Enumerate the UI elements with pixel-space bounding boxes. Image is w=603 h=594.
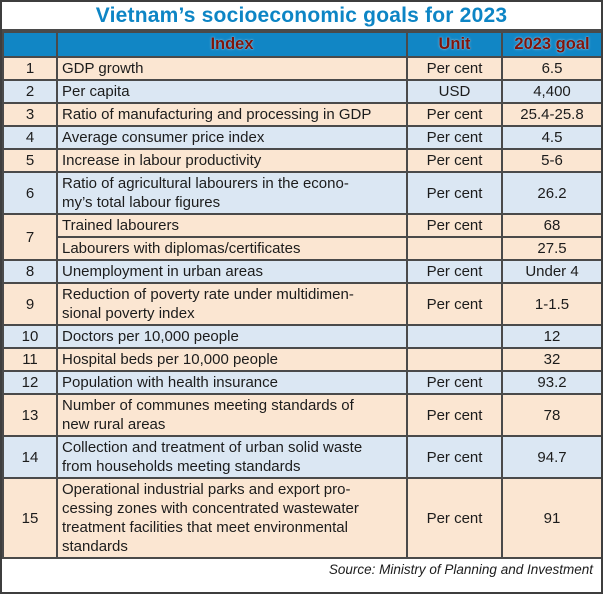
goal-cell: 94.7 bbox=[501, 435, 601, 479]
index-cell: Average consumer price index bbox=[56, 125, 408, 150]
row-number-cell: 14 bbox=[2, 435, 58, 479]
row-number-cell: 8 bbox=[2, 259, 58, 284]
table-row: 7 Trained labourers Per cent 68 bbox=[2, 213, 601, 261]
table-row: 8 Unemployment in urban areas Per cent Unde… bbox=[2, 259, 601, 284]
goal-cell: 6.5 bbox=[501, 56, 601, 81]
goal-cell: 91 bbox=[501, 477, 601, 559]
unit-cell: Per cent bbox=[406, 477, 503, 559]
header-row: Index Unit 2023 goal bbox=[2, 31, 601, 58]
table-row: Labourers with diplomas/certificates 27.5 bbox=[3, 236, 601, 261]
unit-cell: Per cent bbox=[406, 56, 503, 81]
index-cell: Doctors per 10,000 people bbox=[56, 324, 408, 349]
unit-cell: Per cent bbox=[406, 171, 503, 215]
table-row: 2 Per capita USD 4,400 bbox=[2, 79, 601, 104]
row-number-cell: 6 bbox=[2, 171, 58, 215]
index-cell: Trained labourers bbox=[56, 213, 408, 238]
index-cell: Ratio of agricultural labourers in the e… bbox=[56, 171, 408, 215]
row-number-cell: 13 bbox=[2, 393, 58, 437]
table-row: 11 Hospital beds per 10,000 people 32 bbox=[2, 347, 601, 372]
table-row: 14 Collection and treatment of urban soli… bbox=[2, 435, 601, 479]
goal-cell: 12 bbox=[501, 324, 601, 349]
source-note: Source: Ministry of Planning and Investm… bbox=[2, 559, 601, 580]
index-cell: Operational industrial parks and export … bbox=[56, 477, 408, 559]
index-cell: Number of communes meeting standards of … bbox=[56, 393, 408, 437]
col-header-unit: Unit bbox=[406, 31, 503, 58]
row-number-cell: 12 bbox=[2, 370, 58, 395]
unit-cell: Per cent bbox=[406, 148, 503, 173]
goal-cell: 25.4-25.8 bbox=[501, 102, 601, 127]
unit-cell: Per cent bbox=[406, 393, 503, 437]
page-title: Vietnam’s socioeconomic goals for 2023 bbox=[2, 2, 601, 31]
table-row: 12 Population with health insurance Per ce… bbox=[2, 370, 601, 395]
table-row: 13 Number of communes meeting standards o… bbox=[2, 393, 601, 437]
index-cell: Population with health insurance bbox=[56, 370, 408, 395]
goal-cell: 27.5 bbox=[501, 236, 601, 261]
unit-cell: Per cent bbox=[406, 259, 503, 284]
unit-cell: Per cent bbox=[406, 282, 503, 326]
index-cell: Unemployment in urban areas bbox=[56, 259, 408, 284]
table-row: 15 Operational industrial parks and expor… bbox=[2, 477, 601, 559]
row-number-cell: 3 bbox=[2, 102, 58, 127]
row-number-cell: 7 bbox=[2, 213, 58, 261]
table-row: 9 Reduction of poverty rate under multidi… bbox=[2, 282, 601, 326]
col-header-goal: 2023 goal bbox=[501, 31, 601, 58]
goal-cell: 4.5 bbox=[501, 125, 601, 150]
unit-cell: Per cent bbox=[406, 102, 503, 127]
row-number-cell: 15 bbox=[2, 477, 58, 559]
goals-table: Index Unit 2023 goal 1 GDP growth Per cent… bbox=[2, 31, 601, 559]
table-row: 4 Average consumer price index Per cent 4.5 bbox=[2, 125, 601, 150]
index-cell: GDP growth bbox=[56, 56, 408, 81]
row-number-cell: 4 bbox=[2, 125, 58, 150]
goal-cell: 32 bbox=[501, 347, 601, 372]
goal-cell: 1-1.5 bbox=[501, 282, 601, 326]
index-cell: Increase in labour productivity bbox=[56, 148, 408, 173]
goal-cell: 68 bbox=[501, 213, 601, 238]
goal-cell: 4,400 bbox=[501, 79, 601, 104]
unit-cell bbox=[406, 236, 503, 261]
goal-cell: 78 bbox=[501, 393, 601, 437]
index-cell: Labourers with diplomas/certificates bbox=[56, 236, 408, 261]
table-row: 1 GDP growth Per cent 6.5 bbox=[2, 56, 601, 81]
unit-cell: Per cent bbox=[406, 213, 503, 238]
unit-cell: Per cent bbox=[406, 435, 503, 479]
goal-cell: 93.2 bbox=[501, 370, 601, 395]
col-header-index: Index bbox=[56, 31, 408, 58]
unit-cell bbox=[406, 347, 503, 372]
row-number-cell: 10 bbox=[2, 324, 58, 349]
unit-cell: USD bbox=[406, 79, 503, 104]
index-cell: Collection and treatment of urban solid … bbox=[56, 435, 408, 479]
index-cell: Reduction of poverty rate under multidim… bbox=[56, 282, 408, 326]
index-cell: Ratio of manufacturing and processing in… bbox=[56, 102, 408, 127]
goal-cell: 26.2 bbox=[501, 171, 601, 215]
table-row: 6 Ratio of agricultural labourers in the … bbox=[2, 171, 601, 215]
row-number-cell: 11 bbox=[2, 347, 58, 372]
table-row: 10 Doctors per 10,000 people 12 bbox=[2, 324, 601, 349]
index-cell: Per capita bbox=[56, 79, 408, 104]
row-number-cell: 1 bbox=[2, 56, 58, 81]
table-row: 3 Ratio of manufacturing and processing i… bbox=[2, 102, 601, 127]
goal-cell: 5-6 bbox=[501, 148, 601, 173]
table-row: 5 Increase in labour productivity Per cent… bbox=[2, 148, 601, 173]
unit-cell: Per cent bbox=[406, 125, 503, 150]
index-cell: Hospital beds per 10,000 people bbox=[56, 347, 408, 372]
col-header-no bbox=[2, 31, 58, 58]
goal-cell: Under 4 bbox=[501, 259, 601, 284]
goals-table-body: 1 GDP growth Per cent 6.5 2 Per capita USD 4,40… bbox=[2, 56, 601, 559]
unit-cell bbox=[406, 324, 503, 349]
row-number-cell: 2 bbox=[2, 79, 58, 104]
unit-cell: Per cent bbox=[406, 370, 503, 395]
row-number-cell: 5 bbox=[2, 148, 58, 173]
row-number-cell: 9 bbox=[2, 282, 58, 326]
